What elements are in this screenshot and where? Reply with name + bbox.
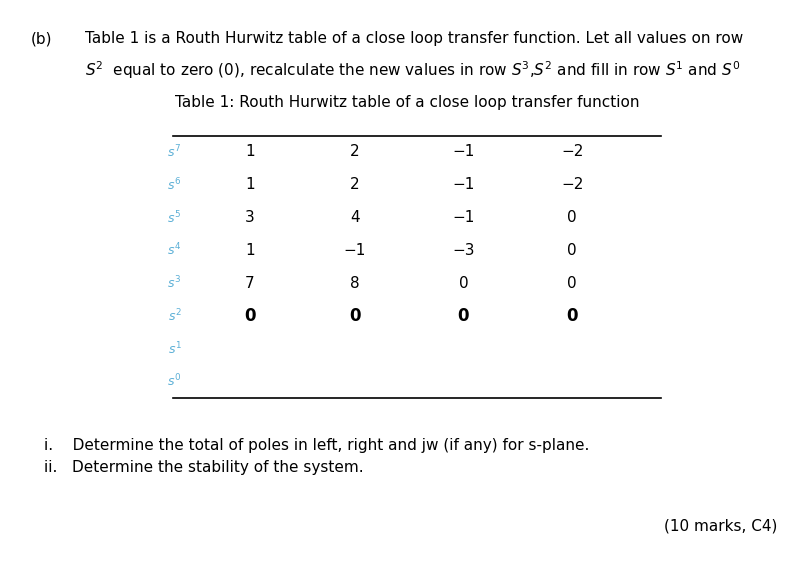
Text: i.    Determine the total of poles in left, right and jw (if any) for s-plane.: i. Determine the total of poles in left,… [44, 438, 590, 453]
Text: 8: 8 [350, 276, 359, 290]
Text: $s^5$: $s^5$ [168, 209, 181, 226]
Text: 0: 0 [458, 307, 469, 325]
Text: $s^1$: $s^1$ [168, 340, 181, 357]
Text: 0: 0 [567, 210, 577, 225]
Text: $s^6$: $s^6$ [168, 176, 181, 193]
Text: $s^7$: $s^7$ [168, 144, 181, 160]
Text: −1: −1 [452, 177, 475, 192]
Text: −2: −2 [561, 145, 584, 159]
Text: −1: −1 [452, 145, 475, 159]
Text: −3: −3 [452, 243, 475, 258]
Text: 1: 1 [245, 177, 255, 192]
Text: $S^2$  equal to zero (0), recalculate the new values in row $S^3$,$S^2$ and fill: $S^2$ equal to zero (0), recalculate the… [85, 59, 740, 81]
Text: 0: 0 [349, 307, 360, 325]
Text: 7: 7 [245, 276, 255, 290]
Text: 0: 0 [459, 276, 468, 290]
Text: $s^3$: $s^3$ [168, 275, 181, 292]
Text: 0: 0 [567, 307, 578, 325]
Text: ii.   Determine the stability of the system.: ii. Determine the stability of the syste… [44, 460, 364, 476]
Text: (b): (b) [31, 31, 52, 46]
Text: 0: 0 [244, 307, 256, 325]
Text: 2: 2 [350, 177, 359, 192]
Text: 1: 1 [245, 243, 255, 258]
Text: −1: −1 [343, 243, 366, 258]
Text: 0: 0 [567, 276, 577, 290]
Text: Table 1 is a Routh Hurwitz table of a close loop transfer function. Let all valu: Table 1 is a Routh Hurwitz table of a cl… [85, 31, 743, 46]
Text: 3: 3 [245, 210, 255, 225]
Text: 0: 0 [567, 243, 577, 258]
Text: $s^0$: $s^0$ [168, 373, 181, 390]
Text: Table 1: Routh Hurwitz table of a close loop transfer function: Table 1: Routh Hurwitz table of a close … [175, 95, 639, 110]
Text: 2: 2 [350, 145, 359, 159]
Text: −2: −2 [561, 177, 584, 192]
Text: $s^2$: $s^2$ [168, 307, 181, 324]
Text: −1: −1 [452, 210, 475, 225]
Text: 1: 1 [245, 145, 255, 159]
Text: (10 marks, C4): (10 marks, C4) [664, 519, 778, 534]
Text: $s^4$: $s^4$ [168, 242, 181, 259]
Text: 4: 4 [350, 210, 359, 225]
